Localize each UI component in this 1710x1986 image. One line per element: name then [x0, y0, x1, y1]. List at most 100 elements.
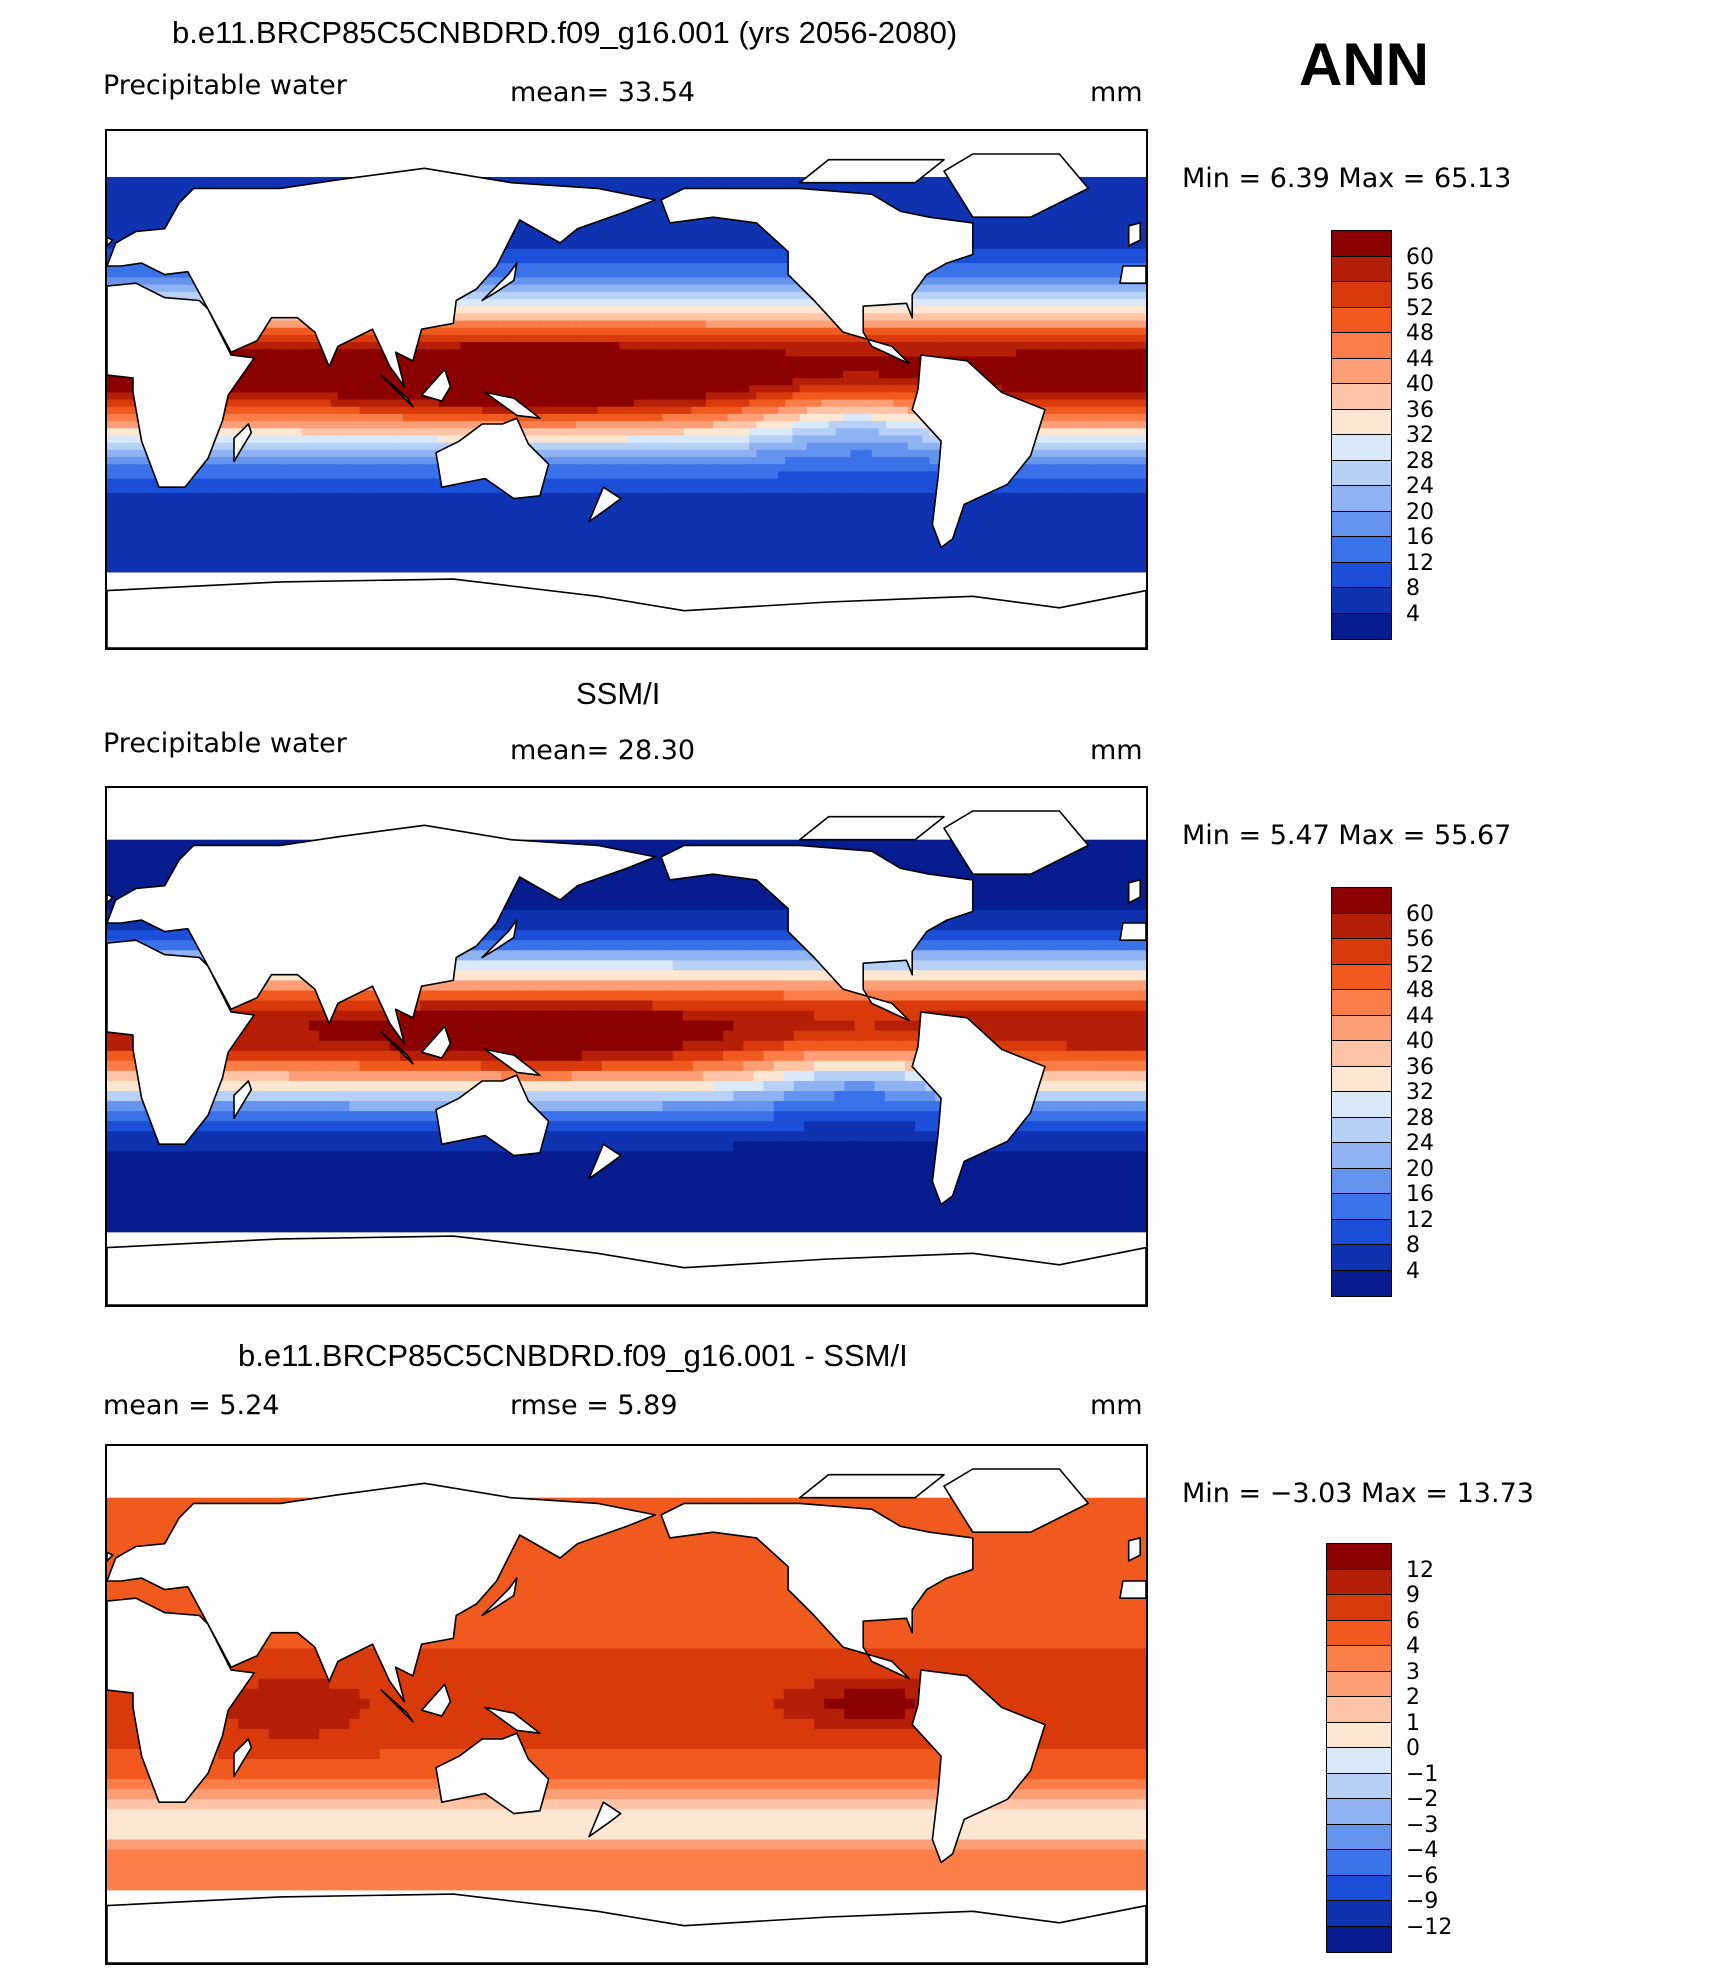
colorbar-swatch [1327, 1722, 1391, 1748]
panel-2-mean-label: mean= 28.30 [510, 735, 696, 766]
colorbar-swatch [1332, 1219, 1391, 1245]
colorbar-swatch [1332, 358, 1391, 384]
colorbar-swatch [1332, 1041, 1391, 1067]
colorbar-tick-label: −2 [1406, 1787, 1439, 1812]
coastlines [107, 1468, 1146, 1963]
coastlines [107, 153, 1146, 648]
colorbar-swatch [1327, 1901, 1391, 1927]
colorbar-swatch [1332, 1117, 1391, 1143]
colorbar-swatch [1332, 1168, 1391, 1194]
colorbar-tick-label: 0 [1406, 1736, 1420, 1761]
panel-2-title: SSM/I [576, 676, 661, 711]
colorbar-swatch [1332, 1092, 1391, 1118]
colorbar-swatch [1327, 1773, 1391, 1799]
colorbar-tick-label: 2 [1406, 1685, 1420, 1710]
panel-3-title: b.e11.BRCP85C5CNBDRD.f09_g16.001 - SSM/I [238, 1338, 908, 1373]
colorbar-swatch [1332, 939, 1391, 965]
colorbar-tick-label: 56 [1406, 927, 1434, 952]
colorbar-tick-label: 24 [1406, 1131, 1434, 1156]
colorbar-tick-label: 40 [1406, 1029, 1434, 1054]
panel-1-map [105, 129, 1148, 650]
colorbar-swatch [1332, 1245, 1391, 1271]
panel-3-minmax: Min = −3.03 Max = 13.73 [1182, 1478, 1534, 1509]
colorbar-swatch [1332, 256, 1391, 282]
colorbar-swatch [1332, 486, 1391, 512]
colorbar-tick-label: 48 [1406, 321, 1434, 346]
colorbar-swatch [1332, 537, 1391, 563]
colorbar-tick-label: −1 [1406, 1761, 1439, 1787]
colorbar-swatch [1332, 990, 1391, 1016]
colorbar-swatch [1332, 409, 1391, 435]
colorbar-tick-label: 8 [1406, 576, 1420, 601]
panel-1-colorbar [1331, 230, 1392, 640]
colorbar-tick-label: 12 [1406, 550, 1434, 576]
colorbar-swatch [1332, 282, 1391, 308]
colorbar-swatch [1332, 460, 1391, 486]
panel-2-colorbar [1331, 887, 1392, 1297]
colorbar-tick-label: 12 [1406, 1207, 1434, 1233]
colorbar-tick-label: 32 [1406, 1080, 1434, 1105]
colorbar-tick-label: 9 [1406, 1583, 1420, 1608]
colorbar-tick-label: 6 [1406, 1608, 1420, 1634]
colorbar-tick-label: 1 [1406, 1710, 1420, 1736]
colorbar-swatch [1332, 435, 1391, 461]
colorbar-swatch [1332, 913, 1391, 939]
season-label: ANN [1299, 31, 1429, 98]
colorbar-tick-label: 60 [1406, 901, 1434, 927]
panel-3-mean-label: mean = 5.24 [103, 1390, 280, 1421]
colorbar-swatch [1332, 333, 1391, 359]
colorbar-tick-label: 36 [1406, 397, 1434, 423]
colorbar-tick-label: −6 [1406, 1863, 1439, 1889]
panel-3-rmse-label: rmse = 5.89 [510, 1390, 678, 1421]
colorbar-tick-label: 4 [1406, 601, 1420, 627]
panel-2-map [105, 786, 1148, 1307]
colorbar-swatch [1327, 1748, 1391, 1774]
colorbar-swatch [1332, 231, 1391, 257]
colorbar-swatch [1327, 1875, 1391, 1901]
colorbar-tick-label: −12 [1406, 1914, 1453, 1940]
colorbar-tick-label: 20 [1406, 1156, 1434, 1182]
panel-1-units: mm [1090, 77, 1143, 108]
colorbar-tick-label: 4 [1406, 1258, 1420, 1284]
colorbar-tick-label: 40 [1406, 372, 1434, 397]
colorbar-swatch [1327, 1799, 1391, 1825]
colorbar-swatch [1327, 1671, 1391, 1697]
colorbar-swatch [1332, 384, 1391, 410]
colorbar-tick-label: 24 [1406, 474, 1434, 499]
colorbar-tick-label: −4 [1406, 1838, 1439, 1863]
panel-1-mean-label: mean= 33.54 [510, 77, 696, 108]
panel-2-variable-label: Precipitable water [103, 728, 347, 759]
colorbar-swatch [1332, 511, 1391, 537]
colorbar-swatch [1332, 613, 1391, 639]
colorbar-tick-label: 32 [1406, 423, 1434, 448]
colorbar-swatch [1332, 562, 1391, 588]
colorbar-swatch [1332, 964, 1391, 990]
colorbar-swatch [1332, 1143, 1391, 1169]
colorbar-tick-label: 20 [1406, 499, 1434, 525]
colorbar-tick-label: 52 [1406, 295, 1434, 321]
panel-1-variable-label: Precipitable water [103, 70, 347, 101]
colorbar-swatch [1327, 1620, 1391, 1646]
colorbar-swatch [1327, 1850, 1391, 1876]
colorbar-tick-label: 12 [1406, 1557, 1434, 1583]
colorbar-swatch [1332, 307, 1391, 333]
panel-3-colorbar [1326, 1543, 1392, 1953]
panel-2-minmax: Min = 5.47 Max = 55.67 [1182, 820, 1512, 851]
colorbar-tick-label: −9 [1406, 1889, 1439, 1914]
colorbar-swatch [1327, 1646, 1391, 1672]
panel-3-map [105, 1444, 1148, 1965]
colorbar-swatch [1327, 1595, 1391, 1621]
colorbar-swatch [1332, 1066, 1391, 1092]
colorbar-swatch [1332, 1015, 1391, 1041]
colorbar-swatch [1327, 1824, 1391, 1850]
panel-1-minmax: Min = 6.39 Max = 65.13 [1182, 163, 1512, 194]
colorbar-swatch [1332, 1194, 1391, 1220]
colorbar-tick-label: 52 [1406, 952, 1434, 978]
colorbar-tick-label: 16 [1406, 1182, 1434, 1207]
colorbar-tick-label: 28 [1406, 448, 1434, 474]
colorbar-tick-label: 8 [1406, 1233, 1420, 1258]
panel-2-units: mm [1090, 735, 1143, 766]
colorbar-swatch [1327, 1926, 1391, 1952]
colorbar-tick-label: 28 [1406, 1105, 1434, 1131]
colorbar-tick-label: 4 [1406, 1634, 1420, 1659]
